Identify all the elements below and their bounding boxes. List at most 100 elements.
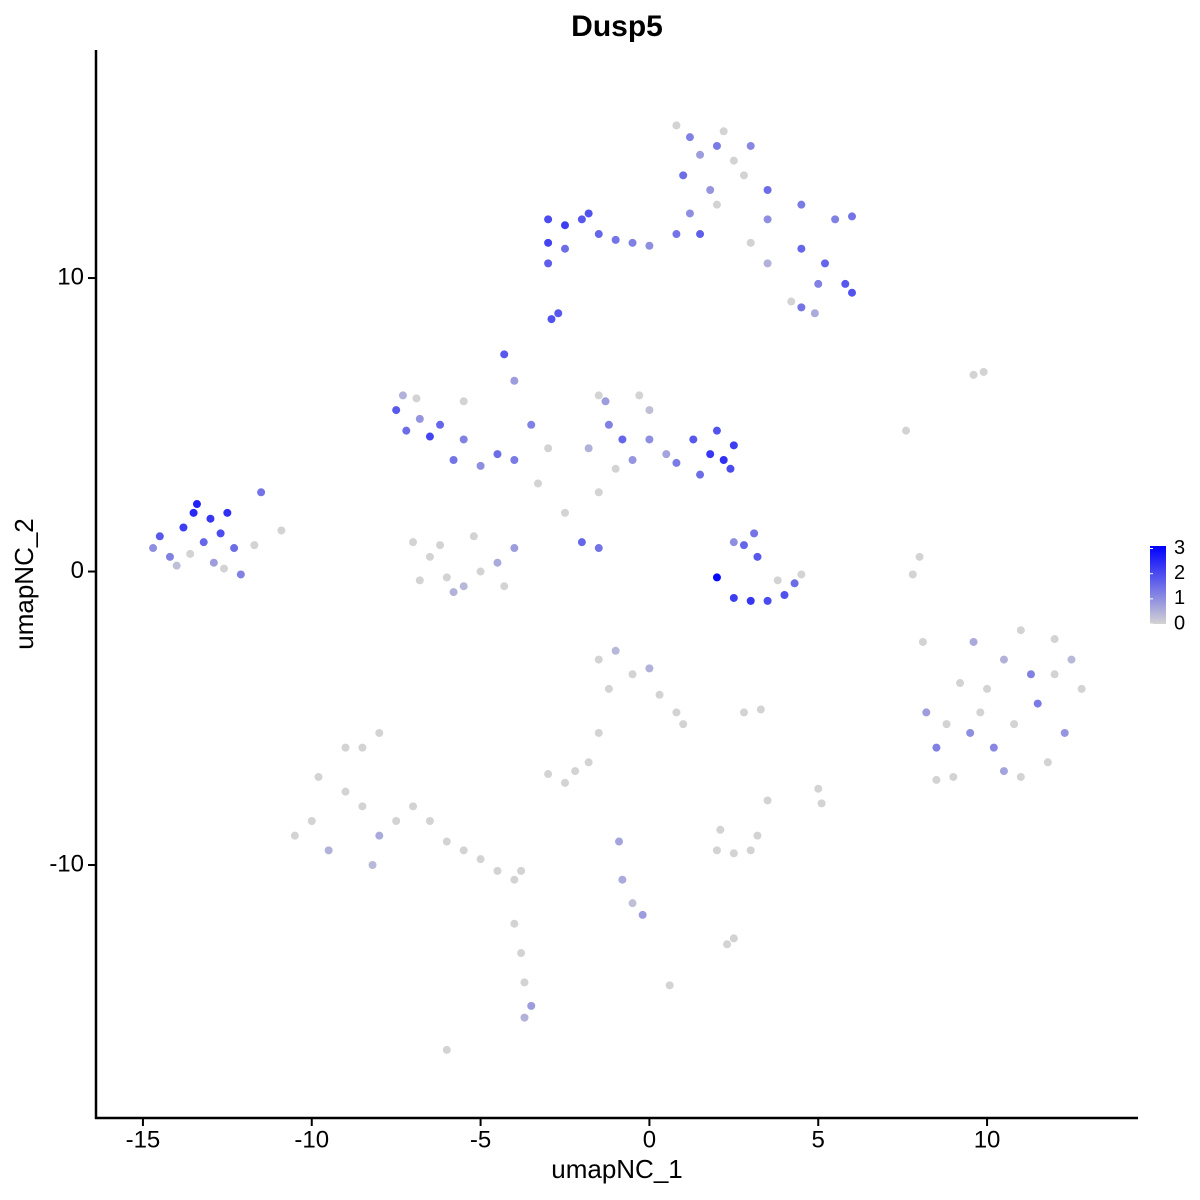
- cell-point: [696, 230, 705, 239]
- cell-point: [976, 708, 985, 717]
- cell-point: [493, 558, 502, 567]
- cell-point: [469, 532, 478, 541]
- cell-point: [533, 479, 542, 488]
- cell-point: [172, 561, 181, 570]
- cell-point: [493, 450, 502, 459]
- cell-point: [1033, 699, 1042, 708]
- cell-point: [216, 529, 225, 538]
- cell-point: [544, 444, 553, 453]
- cell-point: [415, 414, 424, 423]
- x-tick-label: 0: [643, 1126, 656, 1153]
- cell-point: [983, 684, 992, 693]
- cell-point: [618, 435, 627, 444]
- cell-point: [459, 846, 468, 855]
- cell-point: [797, 244, 806, 253]
- cell-point: [402, 426, 411, 435]
- cell-point: [561, 244, 570, 253]
- cell-point: [739, 171, 748, 180]
- colorbar-tick-label: 1: [1174, 587, 1185, 609]
- cell-point: [547, 315, 556, 324]
- cell-point: [577, 215, 586, 224]
- cell-point: [425, 816, 434, 825]
- cell-point: [517, 949, 526, 958]
- cell-point: [544, 215, 553, 224]
- cell-point: [918, 637, 927, 646]
- cell-point: [442, 837, 451, 846]
- cell-point: [561, 778, 570, 787]
- cell-point: [527, 1001, 536, 1010]
- cell-point: [922, 708, 931, 717]
- cell-point: [635, 391, 644, 400]
- cell-point: [601, 397, 610, 406]
- cell-point: [230, 544, 239, 553]
- cell-point: [527, 420, 536, 429]
- cell-point: [510, 919, 519, 928]
- cell-point: [831, 215, 840, 224]
- cell-point: [409, 538, 418, 547]
- cell-point: [989, 743, 998, 752]
- cell-point: [932, 775, 941, 784]
- cell-point: [594, 728, 603, 737]
- cell-point: [645, 664, 654, 673]
- cell-point: [223, 508, 232, 517]
- cell-point: [672, 708, 681, 717]
- cell-point: [665, 981, 674, 990]
- cell-point: [1043, 758, 1052, 767]
- cell-point: [645, 435, 654, 444]
- cell-point: [723, 940, 732, 949]
- cell-point: [584, 444, 593, 453]
- cell-point: [554, 309, 563, 318]
- cell-point: [679, 720, 688, 729]
- cell-point: [510, 456, 519, 465]
- cell-point: [729, 538, 738, 547]
- cell-point: [594, 655, 603, 664]
- cell-point: [628, 899, 637, 908]
- cell-point: [790, 579, 799, 588]
- cell-point: [219, 564, 228, 573]
- cell-point: [756, 705, 765, 714]
- cell-point: [814, 784, 823, 793]
- cell-point: [277, 526, 286, 535]
- x-axis-label: umapNC_1: [551, 1154, 683, 1184]
- cell-point: [392, 816, 401, 825]
- cell-point: [199, 538, 208, 547]
- cell-point: [908, 570, 917, 579]
- cell-point: [250, 541, 259, 550]
- x-tick-label: 5: [812, 1126, 825, 1153]
- cell-point: [1016, 626, 1025, 635]
- cell-point: [814, 279, 823, 288]
- cell-point: [932, 743, 941, 752]
- cell-point: [729, 849, 738, 858]
- cell-point: [449, 588, 458, 597]
- cell-point: [716, 825, 725, 834]
- cell-point: [672, 458, 681, 467]
- cell-point: [476, 461, 485, 470]
- cell-point: [746, 141, 755, 150]
- cell-point: [179, 523, 188, 532]
- cell-point: [324, 846, 333, 855]
- cell-point: [594, 391, 603, 400]
- cell-point: [763, 596, 772, 605]
- cell-point: [165, 552, 174, 561]
- cell-point: [149, 544, 158, 553]
- cell-point: [1010, 720, 1019, 729]
- cell-point: [942, 720, 951, 729]
- cell-point: [1016, 772, 1025, 781]
- cell-point: [645, 241, 654, 250]
- cell-point: [726, 464, 735, 473]
- cell-point: [436, 541, 445, 550]
- cell-point: [979, 367, 988, 376]
- y-tick-label: -10: [49, 850, 84, 877]
- cell-point: [192, 500, 201, 509]
- cell-point: [797, 200, 806, 209]
- colorbar: [1150, 546, 1166, 624]
- cell-point: [655, 690, 664, 699]
- cell-point: [712, 426, 721, 435]
- cell-point: [412, 394, 421, 403]
- cell-point: [810, 309, 819, 318]
- cell-point: [510, 875, 519, 884]
- cell-point: [1026, 670, 1035, 679]
- cell-point: [449, 456, 458, 465]
- cell-point: [577, 538, 586, 547]
